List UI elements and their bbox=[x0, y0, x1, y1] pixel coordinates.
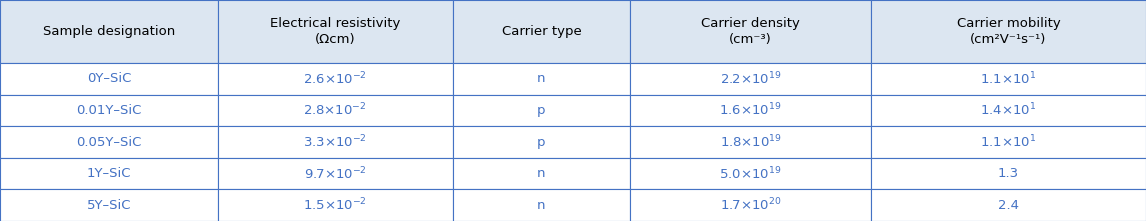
Text: 0Y–SiC: 0Y–SiC bbox=[87, 72, 131, 86]
Bar bbox=[218, 63, 453, 95]
Text: $2.8{\times}10^{-2}$: $2.8{\times}10^{-2}$ bbox=[304, 102, 367, 119]
Text: 0.05Y–SiC: 0.05Y–SiC bbox=[76, 135, 142, 149]
Text: $3.3{\times}10^{-2}$: $3.3{\times}10^{-2}$ bbox=[304, 134, 367, 150]
Text: $1.1{\times}10^{1}$: $1.1{\times}10^{1}$ bbox=[980, 134, 1037, 150]
Bar bbox=[0, 63, 218, 95]
Bar bbox=[871, 0, 1146, 63]
Bar bbox=[218, 0, 453, 63]
Bar bbox=[218, 126, 453, 158]
Bar bbox=[0, 0, 218, 63]
Text: Carrier density
(cm⁻³): Carrier density (cm⁻³) bbox=[701, 17, 800, 46]
Bar bbox=[630, 158, 871, 189]
Text: Carrier mobility
(cm²V⁻¹s⁻¹): Carrier mobility (cm²V⁻¹s⁻¹) bbox=[957, 17, 1060, 46]
Bar bbox=[453, 158, 630, 189]
Bar bbox=[871, 189, 1146, 221]
Text: $5.0{\times}10^{19}$: $5.0{\times}10^{19}$ bbox=[720, 165, 782, 182]
Text: n: n bbox=[537, 199, 545, 212]
Bar bbox=[630, 189, 871, 221]
Text: $1.6{\times}10^{19}$: $1.6{\times}10^{19}$ bbox=[720, 102, 782, 119]
Text: 0.01Y–SiC: 0.01Y–SiC bbox=[76, 104, 142, 117]
Text: $9.7{\times}10^{-2}$: $9.7{\times}10^{-2}$ bbox=[304, 165, 367, 182]
Text: $1.4{\times}10^{1}$: $1.4{\times}10^{1}$ bbox=[980, 102, 1037, 119]
Bar bbox=[0, 95, 218, 126]
Text: 1Y–SiC: 1Y–SiC bbox=[87, 167, 131, 180]
Text: 2.4: 2.4 bbox=[998, 199, 1019, 212]
Bar bbox=[630, 0, 871, 63]
Bar bbox=[453, 63, 630, 95]
Text: $1.7{\times}10^{20}$: $1.7{\times}10^{20}$ bbox=[720, 197, 782, 213]
Text: Sample designation: Sample designation bbox=[42, 25, 175, 38]
Bar bbox=[218, 158, 453, 189]
Bar bbox=[453, 189, 630, 221]
Text: n: n bbox=[537, 72, 545, 86]
Text: p: p bbox=[537, 135, 545, 149]
Bar bbox=[0, 158, 218, 189]
Bar bbox=[453, 95, 630, 126]
Text: Carrier type: Carrier type bbox=[502, 25, 581, 38]
Text: $1.8{\times}10^{19}$: $1.8{\times}10^{19}$ bbox=[720, 134, 782, 150]
Bar bbox=[871, 95, 1146, 126]
Bar bbox=[630, 63, 871, 95]
Bar bbox=[871, 63, 1146, 95]
Bar bbox=[0, 189, 218, 221]
Bar bbox=[0, 126, 218, 158]
Text: 5Y–SiC: 5Y–SiC bbox=[87, 199, 131, 212]
Text: $1.5{\times}10^{-2}$: $1.5{\times}10^{-2}$ bbox=[304, 197, 367, 213]
Text: n: n bbox=[537, 167, 545, 180]
Bar bbox=[453, 0, 630, 63]
Text: p: p bbox=[537, 104, 545, 117]
Text: $1.1{\times}10^{1}$: $1.1{\times}10^{1}$ bbox=[980, 71, 1037, 87]
Text: 1.3: 1.3 bbox=[998, 167, 1019, 180]
Bar bbox=[630, 126, 871, 158]
Bar bbox=[871, 158, 1146, 189]
Bar bbox=[218, 95, 453, 126]
Text: $2.2{\times}10^{19}$: $2.2{\times}10^{19}$ bbox=[720, 71, 782, 87]
Text: Electrical resistivity
(Ωcm): Electrical resistivity (Ωcm) bbox=[270, 17, 400, 46]
Bar bbox=[453, 126, 630, 158]
Bar bbox=[218, 189, 453, 221]
Bar bbox=[630, 95, 871, 126]
Text: $2.6{\times}10^{-2}$: $2.6{\times}10^{-2}$ bbox=[304, 71, 367, 87]
Bar bbox=[871, 126, 1146, 158]
